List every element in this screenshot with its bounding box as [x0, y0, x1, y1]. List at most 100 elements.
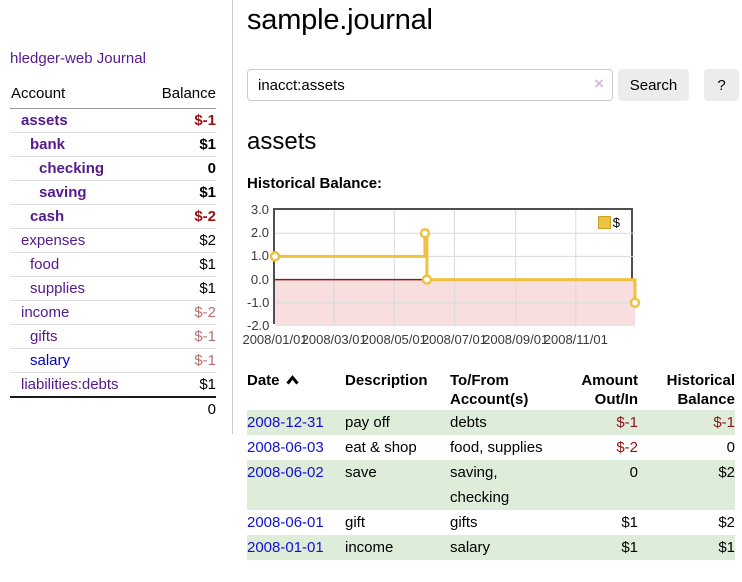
account-row: saving $1 [10, 180, 216, 205]
register-header-accounts: To/From Account(s) [450, 372, 529, 408]
account-balance: $-1 [194, 112, 216, 129]
accounts-table: Account Balance assets $-1 bank $1 checking 0… [10, 82, 216, 421]
x-tick-label: 2008/05/01 [361, 332, 427, 347]
transaction-date-link[interactable]: 2008-06-02 [247, 464, 324, 481]
page-title: sample.journal [247, 4, 433, 36]
transaction-amount: $1 [621, 514, 638, 531]
accounts-header-balance: Balance [138, 82, 216, 109]
main-content: sample.journal × Search ? assets Histori… [242, 0, 739, 560]
account-name-cell: salary [10, 348, 138, 373]
chart-plot-area: $ [269, 208, 641, 326]
transaction-accounts: debts [450, 414, 487, 431]
account-name-cell: assets [10, 109, 138, 133]
help-button[interactable]: ? [704, 69, 739, 101]
register-table: Date Description To/From Account(s) Amou… [247, 369, 735, 560]
account-name-cell: checking [10, 156, 138, 181]
search-input[interactable] [247, 69, 613, 101]
y-tick-label: 3.0 [250, 202, 269, 217]
account-row: supplies $1 [10, 276, 216, 301]
transaction-row: 2008-12-31 pay off debts $-1 $-1 [247, 410, 735, 435]
transaction-description: save [345, 464, 377, 481]
transaction-row: 2008-06-02 save saving, checking 0 $2 [247, 460, 735, 510]
y-tick-label: 0.0 [250, 271, 269, 287]
account-name-cell: food [10, 252, 138, 277]
account-link[interactable]: income [21, 304, 70, 321]
register-header-description: Description [345, 372, 428, 389]
legend-swatch [597, 216, 611, 229]
account-link[interactable]: cash [30, 208, 65, 225]
account-name-cell: liabilities:debts [10, 372, 138, 397]
account-row: assets $-1 [10, 109, 216, 133]
accounts-header-row: Account Balance [10, 82, 216, 109]
account-link[interactable]: liabilities:debts [21, 376, 119, 393]
account-balance: $1 [138, 132, 216, 157]
account-link[interactable]: checking [39, 160, 105, 177]
legend-label: $ [612, 215, 620, 230]
register-header-amount: Amount Out/In [581, 372, 638, 408]
transaction-date-link[interactable]: 2008-06-01 [247, 514, 324, 531]
account-row: salary $-1 [10, 348, 216, 373]
transaction-description: pay off [345, 414, 390, 431]
transaction-amount: $-2 [616, 439, 638, 456]
y-tick-label: -1.0 [247, 294, 270, 310]
account-balance: $-1 [138, 324, 216, 349]
y-tick-label: 2.0 [250, 225, 269, 241]
balance-chart-svg [269, 210, 641, 326]
transaction-date-link[interactable]: 2008-12-31 [247, 414, 324, 431]
account-link[interactable]: expenses [21, 232, 86, 249]
account-balance: $-2 [138, 204, 216, 229]
account-row: food $1 [10, 252, 216, 277]
transaction-balance: $1 [718, 539, 735, 556]
account-link[interactable]: gifts [30, 328, 58, 345]
transaction-accounts: food, supplies [450, 439, 543, 456]
x-tick-label: 2008/07/01 [421, 332, 488, 347]
transaction-row: 2008-01-01 income salary $1 $1 [247, 535, 735, 560]
y-tick-label: 1.0 [250, 248, 269, 264]
account-balance: $1 [138, 372, 216, 397]
register-header-balance: Historical Balance [666, 372, 735, 408]
transaction-balance: 0 [726, 439, 735, 456]
chart-title: Historical Balance: [247, 175, 383, 192]
transaction-accounts: gifts [450, 514, 478, 531]
search-button[interactable]: Search [618, 69, 689, 101]
account-link[interactable]: food [30, 256, 60, 273]
account-link[interactable]: supplies [30, 280, 86, 297]
x-tick-label: 2008/01/01 [242, 332, 308, 347]
transaction-date-cell: 2008-06-03 [247, 435, 345, 460]
accounts-header-account: Account [10, 82, 138, 109]
transaction-date-link[interactable]: 2008-06-03 [247, 439, 324, 456]
account-name-cell: supplies [10, 276, 138, 301]
account-name-cell: cash [10, 204, 138, 229]
register-body: 2008-12-31 pay off debts $-1 $-1 2008-06-03 ea… [247, 410, 735, 560]
account-balance: $-2 [138, 300, 216, 325]
chart-legend: $ [597, 215, 620, 230]
sidebar-item-journal[interactable]: Journal [96, 50, 146, 67]
account-link[interactable]: assets [21, 112, 68, 129]
sort-ascending-icon [285, 375, 299, 385]
account-link[interactable]: salary [30, 352, 71, 369]
search-bar: × Search ? [247, 69, 739, 101]
account-name-cell: gifts [10, 324, 138, 349]
account-name-cell: bank [10, 132, 138, 157]
clear-search-icon[interactable]: × [594, 74, 604, 93]
accounts-body: assets $-1 bank $1 checking 0 saving $1 cash $-2 e… [10, 109, 216, 397]
transaction-balance: $-1 [713, 414, 735, 431]
transaction-amount: $-1 [616, 414, 638, 431]
chart-x-axis: 2008/01/01 2008/03/01 2008/05/01 2008/07/01… [242, 332, 739, 350]
register-header-date[interactable]: Date [247, 369, 345, 410]
account-balance: $2 [138, 228, 216, 253]
account-name-cell: saving [10, 180, 138, 205]
account-balance: $1 [138, 180, 216, 205]
transaction-date-cell: 2008-01-01 [247, 535, 345, 560]
account-balance: $1 [138, 276, 216, 301]
transaction-row: 2008-06-01 gift gifts $1 $2 [247, 510, 735, 535]
account-link[interactable]: saving [39, 184, 87, 201]
accounts-total-row: 0 [10, 396, 216, 421]
transaction-row: 2008-06-03 eat & shop food, supplies $-2 0 [247, 435, 735, 460]
account-balance: $1 [138, 252, 216, 277]
app-title-link[interactable]: hledger-web [10, 50, 93, 67]
account-link[interactable]: bank [30, 136, 66, 153]
accounts-total: 0 [138, 396, 216, 421]
transaction-date-link[interactable]: 2008-01-01 [247, 539, 324, 556]
account-row: checking 0 [10, 156, 216, 181]
